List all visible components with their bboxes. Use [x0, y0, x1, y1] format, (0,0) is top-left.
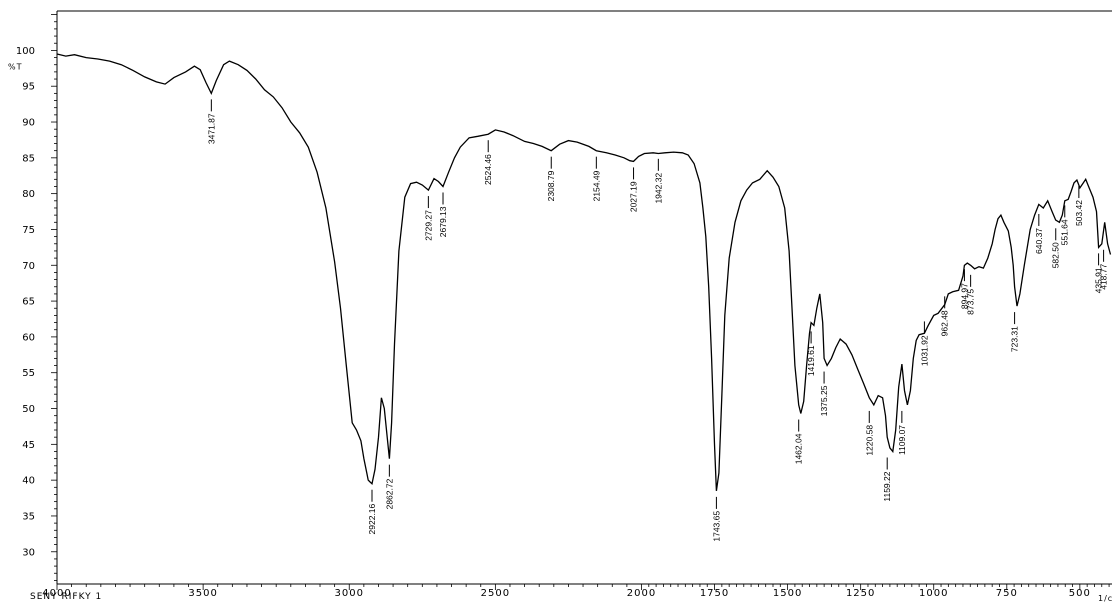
peak-label: 2679.13: [438, 206, 448, 237]
x-tick-label: 3000: [335, 588, 364, 599]
y-tick-label: 55: [22, 368, 35, 379]
x-tick-label: 1500: [773, 588, 802, 599]
y-tick-label: 30: [22, 547, 35, 558]
y-tick-label: 95: [22, 82, 35, 93]
x-axis-ticks: 4000 3500 3000 2500 2000 1750 1500 1250 1000 750 5…: [42, 584, 1110, 599]
sample-label: SENY RIFKY 1: [30, 592, 103, 602]
x-tick-label: 2000: [627, 588, 656, 599]
peak-annotations: 3471.87 2922.16 2862.72 2729.27 2679.13 2524.…: [206, 99, 1109, 542]
x-tick-label: 500: [1069, 588, 1091, 599]
peak-label: 1375.25: [819, 385, 829, 416]
spectrum-line: [56, 53, 1112, 491]
peak-label: 2154.49: [591, 170, 601, 201]
peak-label: 1159.22: [882, 471, 892, 501]
axes: [56, 10, 1112, 585]
y-tick-label: 100: [16, 46, 35, 57]
peak-label: 2729.27: [423, 210, 433, 241]
peak-label: 873.75: [966, 289, 976, 315]
x-tick-label: 750: [996, 588, 1018, 599]
peak-label: 435.91: [1094, 267, 1104, 293]
peak-label: 723.31: [1010, 326, 1020, 352]
y-tick-label: 85: [22, 153, 35, 164]
peak-label: 1220.58: [864, 425, 874, 456]
peak-label: 1743.65: [711, 511, 721, 542]
y-tick-label: 45: [22, 440, 35, 451]
y-tick-label: 60: [22, 332, 35, 343]
peak-label: 3471.87: [206, 113, 216, 144]
y-tick-label: 35: [22, 511, 35, 522]
peak-label: 2027.19: [629, 181, 639, 212]
x-tick-label: 1750: [700, 588, 729, 599]
peak-label: 503.42: [1074, 200, 1084, 226]
x-tick-label: 1250: [846, 588, 875, 599]
peak-label: 1031.92: [919, 335, 929, 366]
peak-label: 894.97: [959, 283, 969, 309]
peak-label: 2524.46: [483, 154, 493, 185]
peak-label: 2862.72: [384, 478, 394, 509]
peak-label: 582.50: [1051, 242, 1061, 268]
y-tick-label: 50: [22, 404, 35, 415]
x-tick-label: 1000: [919, 588, 948, 599]
y-tick-label: 75: [22, 225, 35, 236]
peak-label: 640.37: [1034, 228, 1044, 254]
y-axis-label: %T: [8, 63, 23, 72]
peak-label: 551.64: [1060, 219, 1070, 245]
y-tick-label: 80: [22, 189, 35, 200]
peak-label: 2308.79: [546, 170, 556, 201]
peak-label: 1419.61: [806, 345, 816, 376]
peak-label: 2922.16: [367, 503, 377, 534]
peak-label: 1462.04: [794, 433, 804, 464]
y-tick-label: 40: [22, 476, 35, 487]
x-tick-label: 3500: [188, 588, 217, 599]
peak-label: 962.48: [940, 310, 950, 336]
x-tick-label: 2500: [481, 588, 510, 599]
x-tick-label: 4000: [42, 588, 71, 599]
y-tick-label: 70: [22, 261, 35, 272]
x-axis-unit-label: 1/cm: [1098, 594, 1112, 603]
y-axis-ticks: 30 35 40 45 50 55 60 65 70 75 80 85 90 95 100: [16, 14, 57, 581]
y-tick-label: 90: [22, 118, 35, 129]
peak-label: 418.77: [1099, 264, 1109, 290]
peak-label: 1942.32: [653, 173, 663, 204]
peak-label: 1109.07: [897, 425, 907, 455]
y-tick-label: 65: [22, 297, 35, 308]
